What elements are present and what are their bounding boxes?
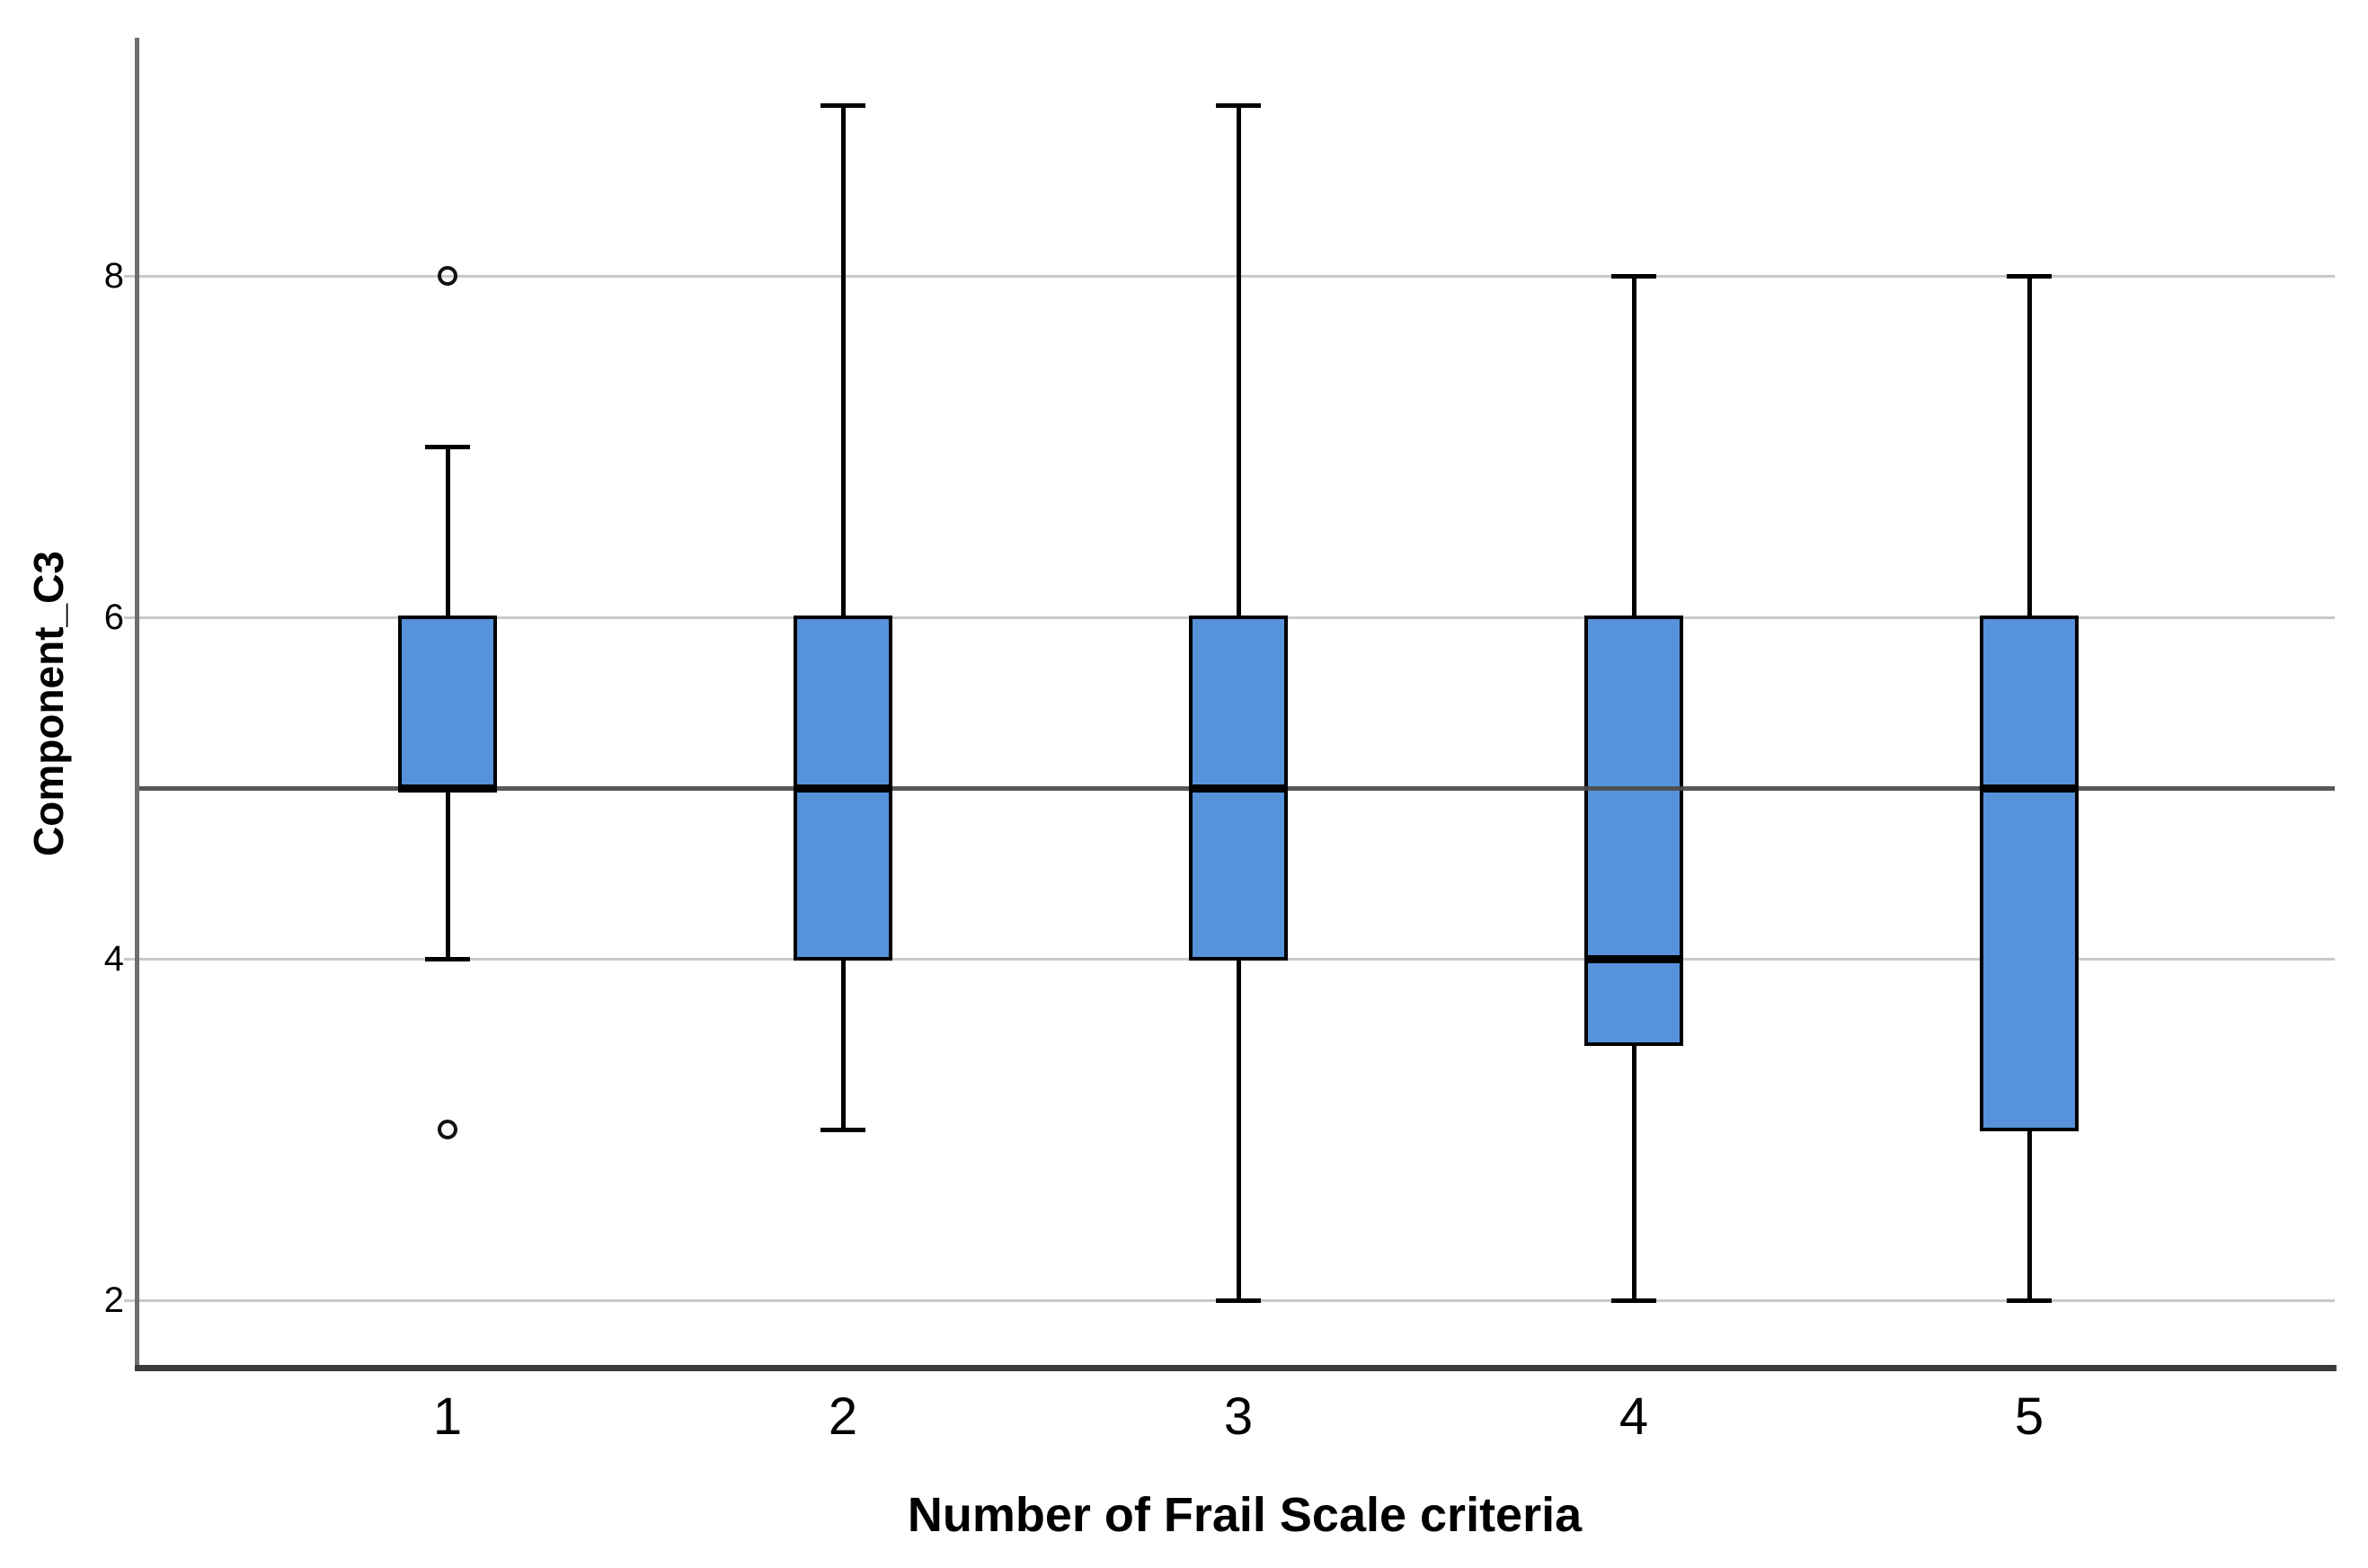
lower-whisker-stem <box>1237 959 1241 1300</box>
lower-whisker-cap <box>1611 1298 1656 1303</box>
upper-whisker-cap <box>2007 274 2052 279</box>
y-tick-label-6: 6 <box>103 598 124 637</box>
lower-whisker-stem <box>446 788 450 959</box>
lower-whisker-cap <box>1216 1298 1261 1303</box>
upper-whisker-cap <box>1611 274 1656 279</box>
y-axis-tick-8 <box>124 275 135 278</box>
y-axis-line <box>135 38 139 1370</box>
upper-whisker-stem <box>1632 276 1636 617</box>
x-axis-title: Number of Frail Scale criteria <box>907 1488 1583 1542</box>
upper-whisker-cap <box>820 103 865 108</box>
upper-whisker-cap <box>1216 103 1261 108</box>
median-line <box>794 784 892 793</box>
median-line <box>398 784 497 793</box>
lower-whisker-cap <box>820 1128 865 1132</box>
outlier-point <box>438 266 457 286</box>
lower-whisker-cap <box>2007 1298 2052 1303</box>
y-axis-tick-6 <box>124 616 135 619</box>
x-tick-label-5: 5 <box>2014 1387 2044 1446</box>
y-tick-label-4: 4 <box>103 939 124 979</box>
x-tick-label-2: 2 <box>828 1387 858 1446</box>
x-tick-label-3: 3 <box>1223 1387 1254 1446</box>
y-tick-label-2: 2 <box>103 1280 124 1320</box>
lower-whisker-stem <box>841 959 846 1129</box>
lower-whisker-cap <box>425 957 470 961</box>
upper-whisker-stem <box>841 105 846 617</box>
y-axis-tick-4 <box>124 958 135 961</box>
box-category-4 <box>1584 616 1683 1046</box>
upper-whisker-stem <box>1237 105 1241 617</box>
x-tick-label-4: 4 <box>1619 1387 1649 1446</box>
lower-whisker-stem <box>1632 1044 1636 1300</box>
lower-whisker-stem <box>2027 1129 2032 1300</box>
y-axis-tick-2 <box>124 1299 135 1302</box>
upper-whisker-stem <box>2027 276 2032 617</box>
median-line <box>1584 955 1683 963</box>
box-category-1 <box>398 616 497 790</box>
y-tick-label-8: 8 <box>103 256 124 296</box>
median-line <box>1189 784 1288 793</box>
median-line <box>1980 784 2079 793</box>
x-tick-label-1: 1 <box>432 1387 463 1446</box>
upper-whisker-stem <box>446 447 450 617</box>
outlier-point <box>438 1120 457 1139</box>
x-axis-line <box>135 1365 2337 1371</box>
y-axis-title: Component_C3 <box>25 551 72 856</box>
upper-whisker-cap <box>425 445 470 449</box>
box-category-5 <box>1980 616 2079 1131</box>
